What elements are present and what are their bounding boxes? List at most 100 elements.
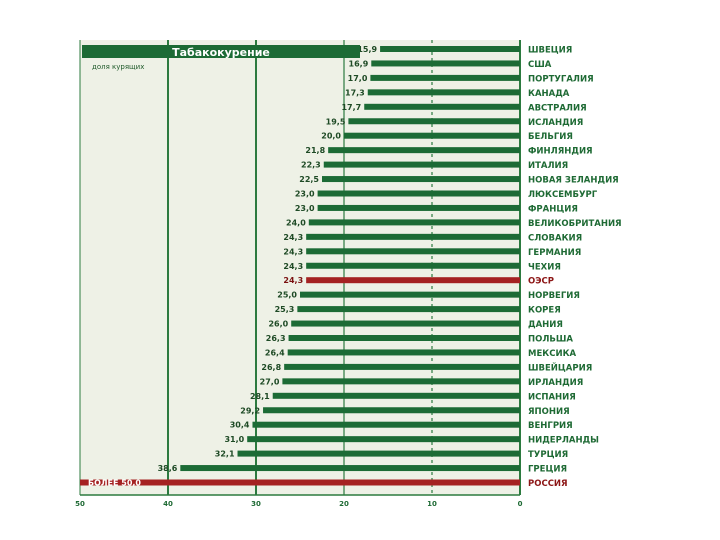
category-label: ФРАНЦИЯ — [528, 204, 578, 214]
category-label: ШВЕЙЦАРИЯ — [528, 361, 592, 373]
category-label: РОССИЯ — [528, 479, 568, 489]
value-label: 24,3 — [283, 233, 303, 242]
category-label: США — [528, 60, 552, 70]
bar-1 — [380, 46, 520, 52]
bar-20 — [291, 320, 520, 327]
category-label: ИРЛАНДИЯ — [528, 378, 583, 388]
bar-4 — [367, 89, 520, 96]
category-label: ИСПАНИЯ — [528, 392, 576, 402]
bar-14 — [306, 233, 520, 240]
value-label: 38,6 — [158, 464, 178, 473]
value-label: 15,9 — [357, 45, 377, 54]
value-label: 26,0 — [268, 320, 288, 329]
category-label: ВЕЛИКОБРИТАНИЯ — [528, 219, 622, 229]
category-label: ЧЕХИЯ — [528, 262, 561, 272]
bar-13 — [308, 219, 520, 226]
value-label: 24,3 — [283, 276, 303, 285]
category-label: КОРЕЯ — [528, 306, 561, 316]
x-tick-label: 50 — [75, 500, 85, 508]
category-label: ЛЮКСЕМБУРГ — [528, 190, 598, 200]
x-tick-label: 40 — [163, 500, 173, 508]
value-label: 17,3 — [345, 88, 365, 97]
category-label: АВСТРАЛИЯ — [528, 103, 587, 113]
value-label: 24,3 — [283, 262, 303, 271]
x-tick-label: 20 — [339, 500, 349, 508]
category-label: ОЭСР — [528, 277, 554, 287]
bar-5 — [364, 103, 520, 110]
value-label: 32,1 — [215, 450, 235, 459]
bar-23 — [284, 363, 520, 370]
category-label: ФИНЛЯНДИЯ — [528, 147, 593, 157]
value-label: 26,4 — [265, 348, 285, 357]
category-label: НОРВЕГИЯ — [528, 291, 580, 301]
value-label: 20,0 — [321, 132, 341, 141]
value-label: БОЛЕЕ 50,0 — [88, 479, 141, 488]
value-label: 28,1 — [250, 392, 270, 401]
bar-9 — [323, 161, 520, 168]
bar-18 — [300, 291, 520, 298]
gridlines — [79, 40, 521, 496]
bars — [80, 46, 521, 486]
value-label: 22,5 — [299, 175, 319, 184]
value-label: 19,5 — [326, 117, 346, 126]
bar-16 — [306, 262, 520, 269]
title-banner — [82, 45, 360, 58]
value-label: 24,3 — [283, 247, 303, 256]
bar-25 — [272, 392, 520, 399]
category-labels: ШВЕЦИЯ США ПОРТУГАЛИЯ КАНАДА АВСТРАЛИЯ ИСЛАНД… — [528, 46, 622, 490]
bar-15 — [306, 248, 520, 255]
value-label: 17,7 — [341, 103, 361, 112]
value-label: 23,0 — [295, 204, 315, 213]
bar-26 — [263, 407, 520, 414]
category-label: ДАНИЯ — [528, 320, 563, 330]
bar-29 — [237, 450, 520, 457]
bar-31 — [80, 479, 520, 486]
category-label: ШВЕЦИЯ — [528, 46, 572, 56]
value-labels: 15,9 16,9 17,0 17,3 17,7 19,5 20,0 21,8 22,3 22,5… — [88, 45, 378, 488]
chart-subtitle: доля курящих — [92, 63, 144, 71]
value-label: 24,0 — [286, 218, 306, 227]
bar-12 — [317, 204, 520, 211]
x-tick-label: 30 — [251, 500, 261, 508]
category-label: ЯПОНИЯ — [528, 407, 570, 417]
category-label: ПОРТУГАЛИЯ — [528, 74, 594, 84]
value-label: 25,3 — [275, 305, 295, 314]
x-axis-ticks: 50 40 30 20 10 0 — [75, 500, 522, 508]
bar-7 — [344, 132, 520, 139]
bar-10 — [322, 176, 520, 183]
x-tick-label: 10 — [427, 500, 437, 508]
bar-21 — [288, 335, 520, 341]
value-label: 22,3 — [301, 161, 321, 170]
bar-27 — [252, 421, 521, 428]
bar-22 — [287, 349, 520, 356]
bar-6 — [348, 118, 520, 125]
value-label: 27,0 — [260, 377, 280, 386]
bar-11 — [317, 190, 520, 197]
bar-8 — [328, 147, 520, 154]
category-label: ВЕНГРИЯ — [528, 421, 573, 431]
value-label: 23,0 — [295, 190, 315, 199]
bar-19 — [297, 306, 520, 313]
value-label: 26,8 — [261, 363, 281, 372]
chart-title: Табакокурение — [172, 46, 270, 59]
category-label: НИДЕРЛАНДЫ — [528, 436, 599, 446]
category-label: ПОЛЬША — [528, 335, 573, 345]
bar-24 — [282, 378, 520, 385]
category-label: БЕЛЬГИЯ — [528, 132, 573, 142]
value-label: 26,3 — [266, 334, 286, 343]
value-label: 25,0 — [277, 291, 297, 300]
category-label: МЕКСИКА — [528, 349, 577, 359]
bar-28 — [247, 436, 520, 443]
value-label: 29,2 — [240, 406, 260, 415]
category-label: НОВАЯ ЗЕЛАНДИЯ — [528, 176, 619, 186]
category-label: ИТАЛИЯ — [528, 161, 568, 171]
x-tick-label: 0 — [518, 500, 523, 508]
bar-3 — [370, 74, 520, 81]
bar-30 — [180, 465, 520, 472]
value-label: 30,4 — [230, 421, 250, 430]
category-label: СЛОВАКИЯ — [528, 233, 582, 243]
category-label: ИСЛАНДИЯ — [528, 118, 583, 128]
value-label: 16,9 — [349, 59, 369, 68]
category-label: ГРЕЦИЯ — [528, 465, 567, 475]
